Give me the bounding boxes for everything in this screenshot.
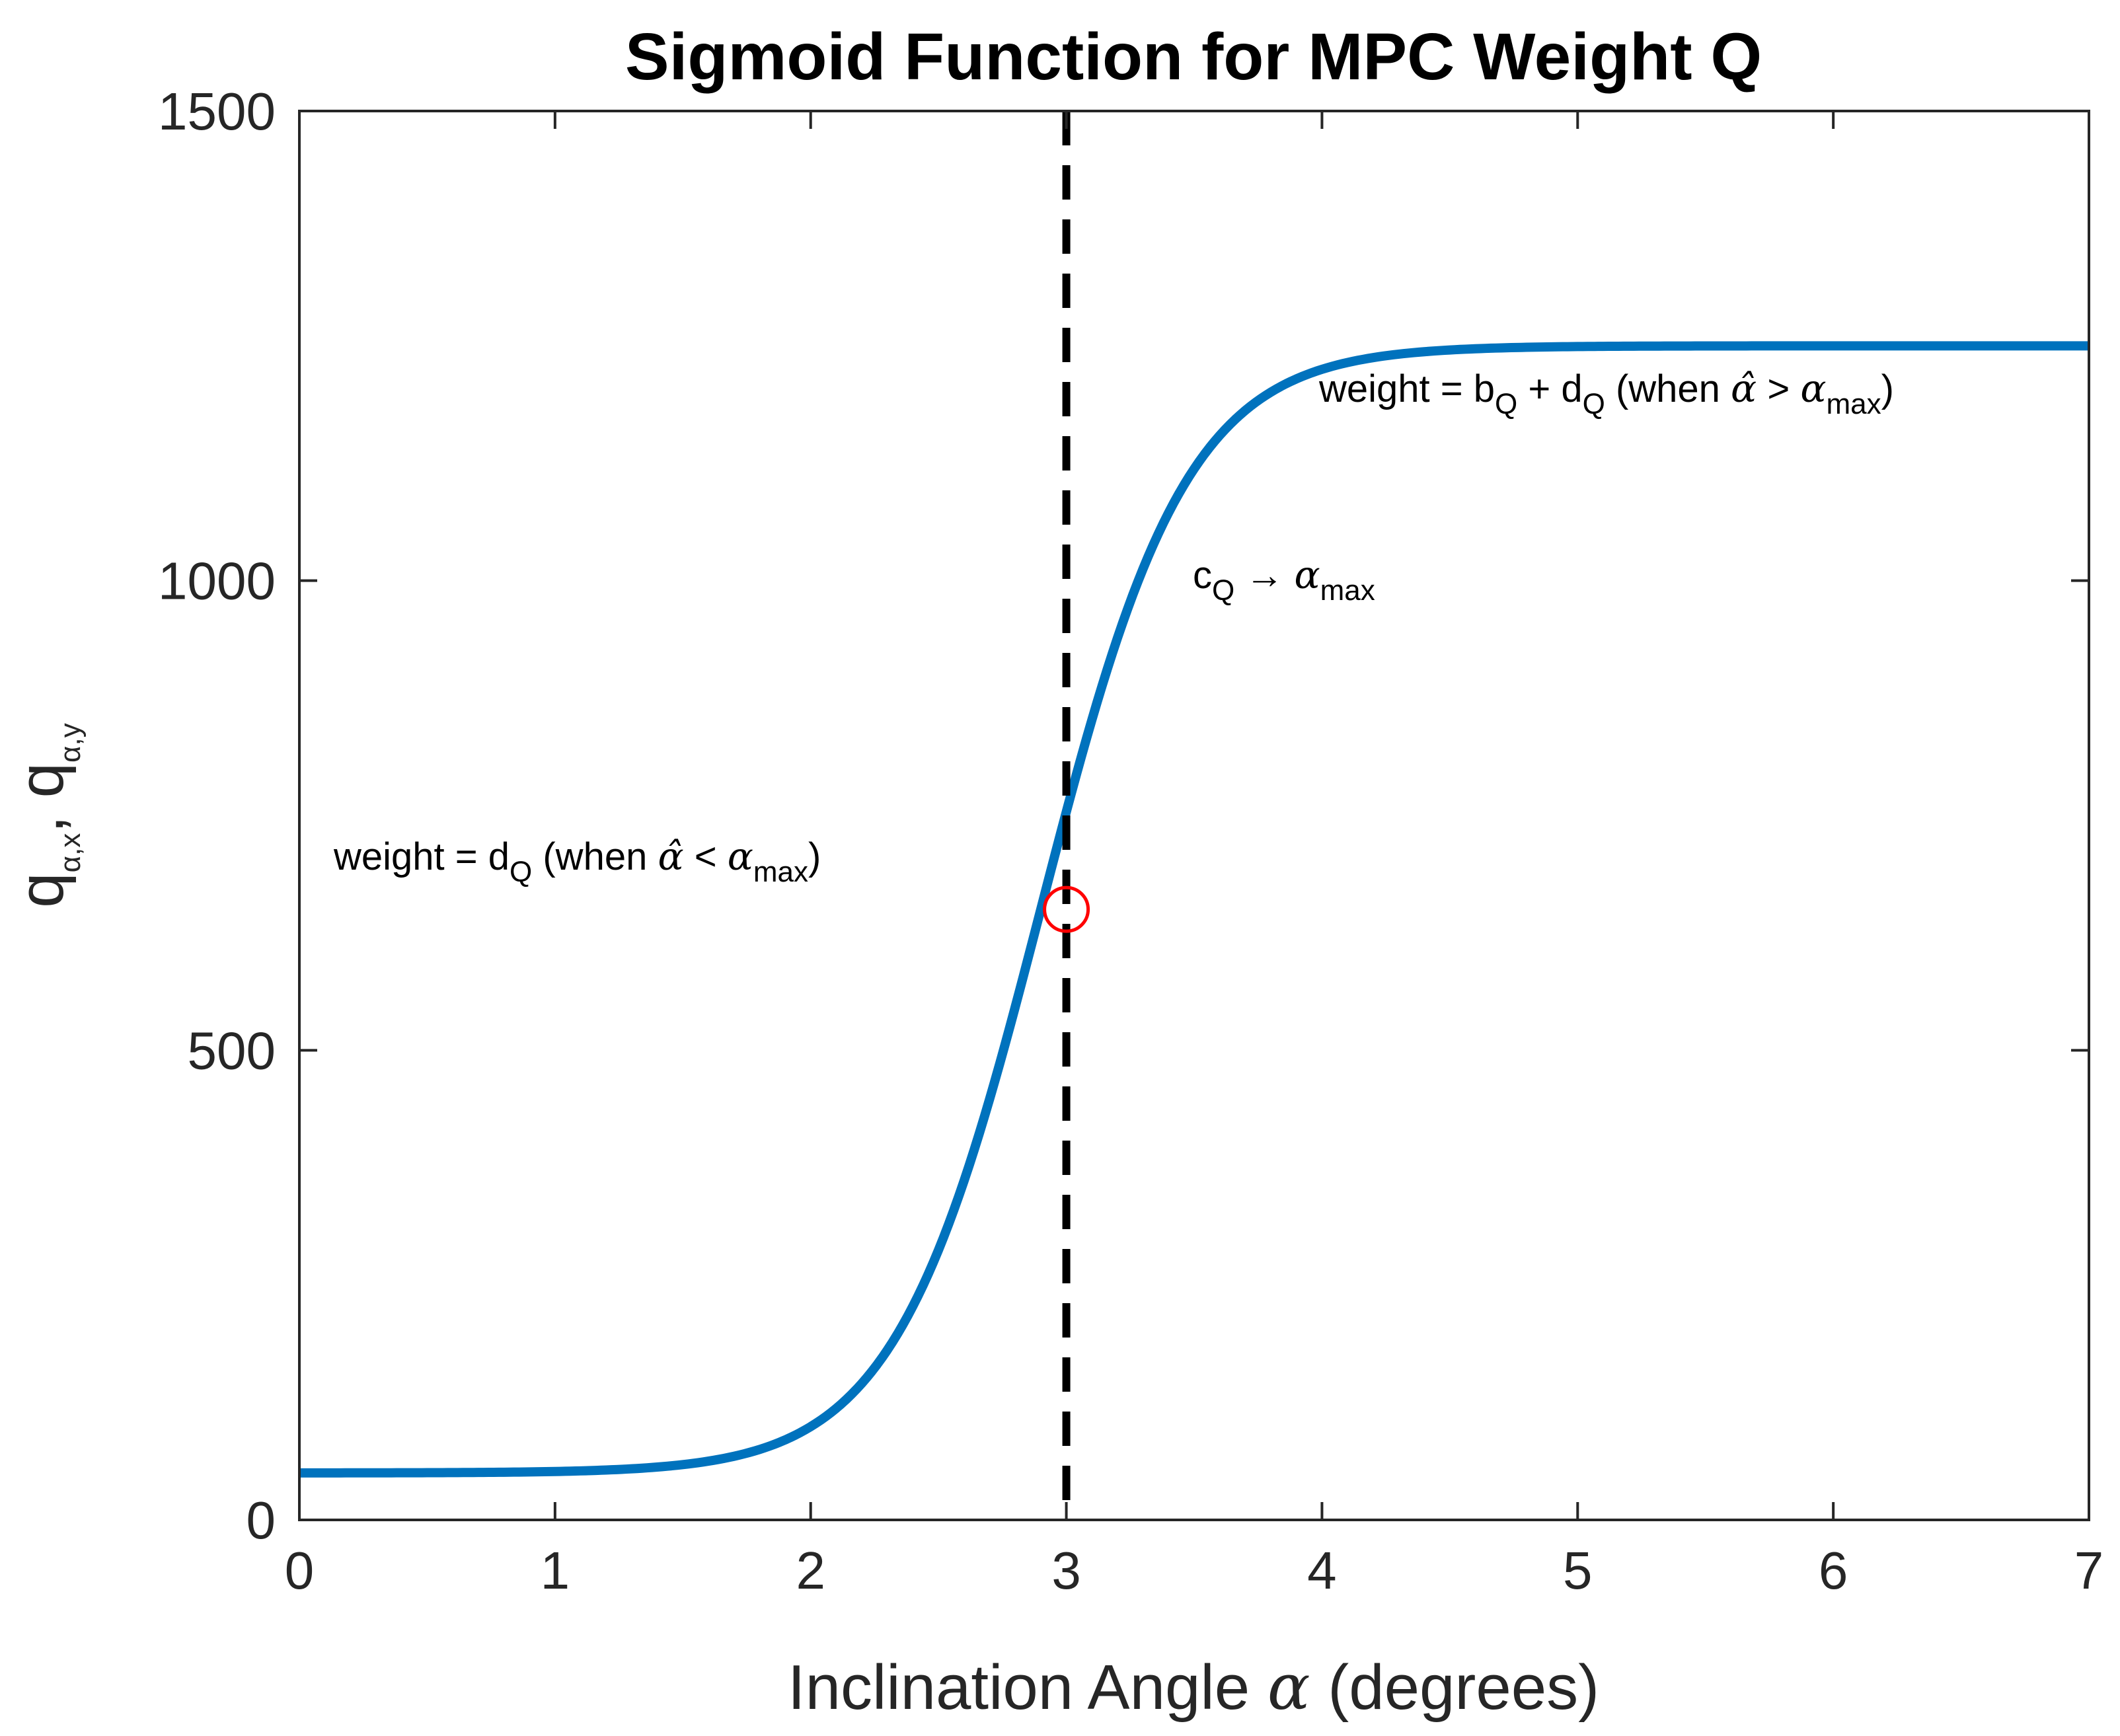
y-tick-label: 500 <box>188 1021 276 1080</box>
x-axis-label: Inclination Angle α (degrees) <box>788 1650 1599 1724</box>
x-tick-label: 4 <box>1307 1541 1337 1600</box>
y-tick-label: 1000 <box>158 552 276 611</box>
y-tick-label: 1500 <box>158 82 276 141</box>
chart-title: Sigmoid Function for MPC Weight Q <box>625 20 1762 94</box>
axes-box <box>298 110 2090 1521</box>
inflection-marker <box>1043 886 1090 933</box>
ticks-layer: 0 1 2 3 4 5 6 7 0 500 1000 1500 <box>158 82 2103 1600</box>
x-tick-label: 5 <box>1563 1541 1593 1600</box>
x-tick-label: 3 <box>1051 1541 1081 1600</box>
x-tick-label: 2 <box>796 1541 825 1600</box>
plot-layer <box>299 111 2089 1520</box>
axes-layer <box>298 110 2090 1521</box>
x-tick-label: 7 <box>2074 1541 2104 1600</box>
x-tick-label: 6 <box>1819 1541 1848 1600</box>
series-line-0 <box>299 341 2089 1478</box>
annotations: weight = bQ + dQ (when α̂ > αmax) cQ → α… <box>333 366 1894 888</box>
x-tick-label: 0 <box>285 1541 315 1600</box>
x-tick-label: 1 <box>541 1541 570 1600</box>
y-tick-label: 0 <box>246 1491 276 1550</box>
